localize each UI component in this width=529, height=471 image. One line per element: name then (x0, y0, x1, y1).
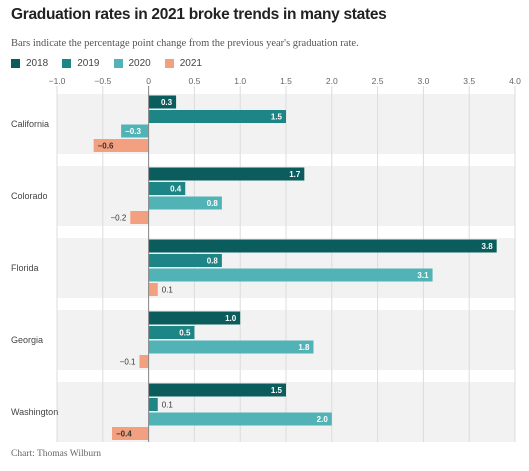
category-label: California (11, 119, 49, 129)
data-label: 1.7 (289, 170, 301, 179)
bar-2018 (148, 383, 286, 397)
category-label: Georgia (11, 335, 43, 345)
data-label: 3.1 (417, 271, 429, 280)
legend-swatch-2020 (113, 59, 123, 68)
data-label: −0.6 (98, 142, 114, 151)
legend: 2018 2019 2020 2021 (11, 58, 202, 69)
data-label: 0.1 (162, 401, 174, 410)
bar-2019 (148, 110, 286, 123)
chart-title: Graduation rates in 2021 broke trends in… (11, 6, 387, 23)
bar-2019 (148, 254, 222, 267)
x-tick-label: −0.5 (94, 78, 111, 86)
data-label: 0.1 (162, 286, 174, 295)
bar-2021 (148, 283, 158, 296)
data-label: 3.8 (482, 242, 494, 251)
x-tick-label: 1.5 (280, 78, 292, 86)
category-label: Florida (11, 263, 39, 273)
legend-item-2018: 2018 (11, 58, 48, 69)
x-tick-label: 2.5 (372, 78, 384, 86)
data-label: 1.8 (298, 343, 310, 352)
data-label: −0.3 (125, 127, 141, 136)
bar-2018 (148, 167, 305, 181)
bar-2018 (148, 311, 241, 325)
legend-label-2020: 2020 (128, 58, 151, 69)
bar-2021 (139, 355, 149, 368)
bar-2020 (148, 268, 433, 282)
bar-2018 (148, 95, 177, 109)
legend-swatch-2018 (11, 59, 20, 68)
bar-chart: −1.0 −0.5 0 0.5 1.0 1.5 2.0 2.5 3.0 3.5 4.0 Califor… (11, 78, 521, 442)
legend-item-2019: 2019 (62, 58, 100, 69)
bar-2021 (93, 139, 149, 152)
legend-swatch-2019 (62, 59, 72, 68)
x-tick-label: 0.5 (188, 78, 200, 86)
data-label: 2.0 (317, 415, 329, 424)
bar-2020 (121, 124, 149, 138)
chart-source: Chart: Thomas Wilburn (11, 449, 102, 459)
data-label: 0.8 (207, 257, 219, 266)
x-tick-label: 0 (146, 78, 151, 86)
bar-2021 (111, 427, 149, 440)
data-label: 1.5 (271, 386, 283, 395)
legend-item-2021: 2021 (164, 58, 202, 69)
data-label: −0.2 (110, 214, 126, 223)
bar-2018 (148, 239, 497, 253)
data-label: 0.4 (170, 185, 182, 194)
data-label: 0.5 (179, 329, 191, 338)
bar-2020 (148, 340, 314, 354)
category-label: Colorado (11, 191, 48, 201)
bar-2019 (148, 326, 195, 339)
legend-label-2019: 2019 (77, 58, 100, 69)
data-label: 0.3 (161, 98, 173, 107)
bar-2019 (148, 398, 158, 411)
legend-label-2018: 2018 (26, 58, 49, 69)
legend-label-2021: 2021 (179, 58, 202, 69)
data-label: 0.8 (207, 199, 219, 208)
x-tick-label: 1.0 (234, 78, 246, 86)
bar-2020 (148, 412, 332, 426)
data-label: −0.4 (116, 430, 132, 439)
bar-2020 (148, 196, 222, 210)
legend-item-2020: 2020 (113, 58, 151, 69)
chart-subtitle: Bars indicate the percentage point chang… (11, 38, 359, 49)
data-label: 1.0 (225, 314, 237, 323)
legend-swatch-2021 (164, 59, 174, 68)
x-tick-label: 3.5 (463, 78, 475, 86)
x-tick-label: −1.0 (49, 78, 66, 86)
bar-2019 (148, 182, 186, 195)
x-tick-label: 2.0 (326, 78, 338, 86)
bar-2021 (130, 211, 149, 224)
data-label: 1.5 (271, 113, 283, 122)
x-tick-label: 4.0 (509, 78, 521, 86)
data-label: −0.1 (120, 358, 136, 367)
x-tick-label: 3.0 (417, 78, 429, 86)
category-label: Washington (11, 407, 58, 417)
